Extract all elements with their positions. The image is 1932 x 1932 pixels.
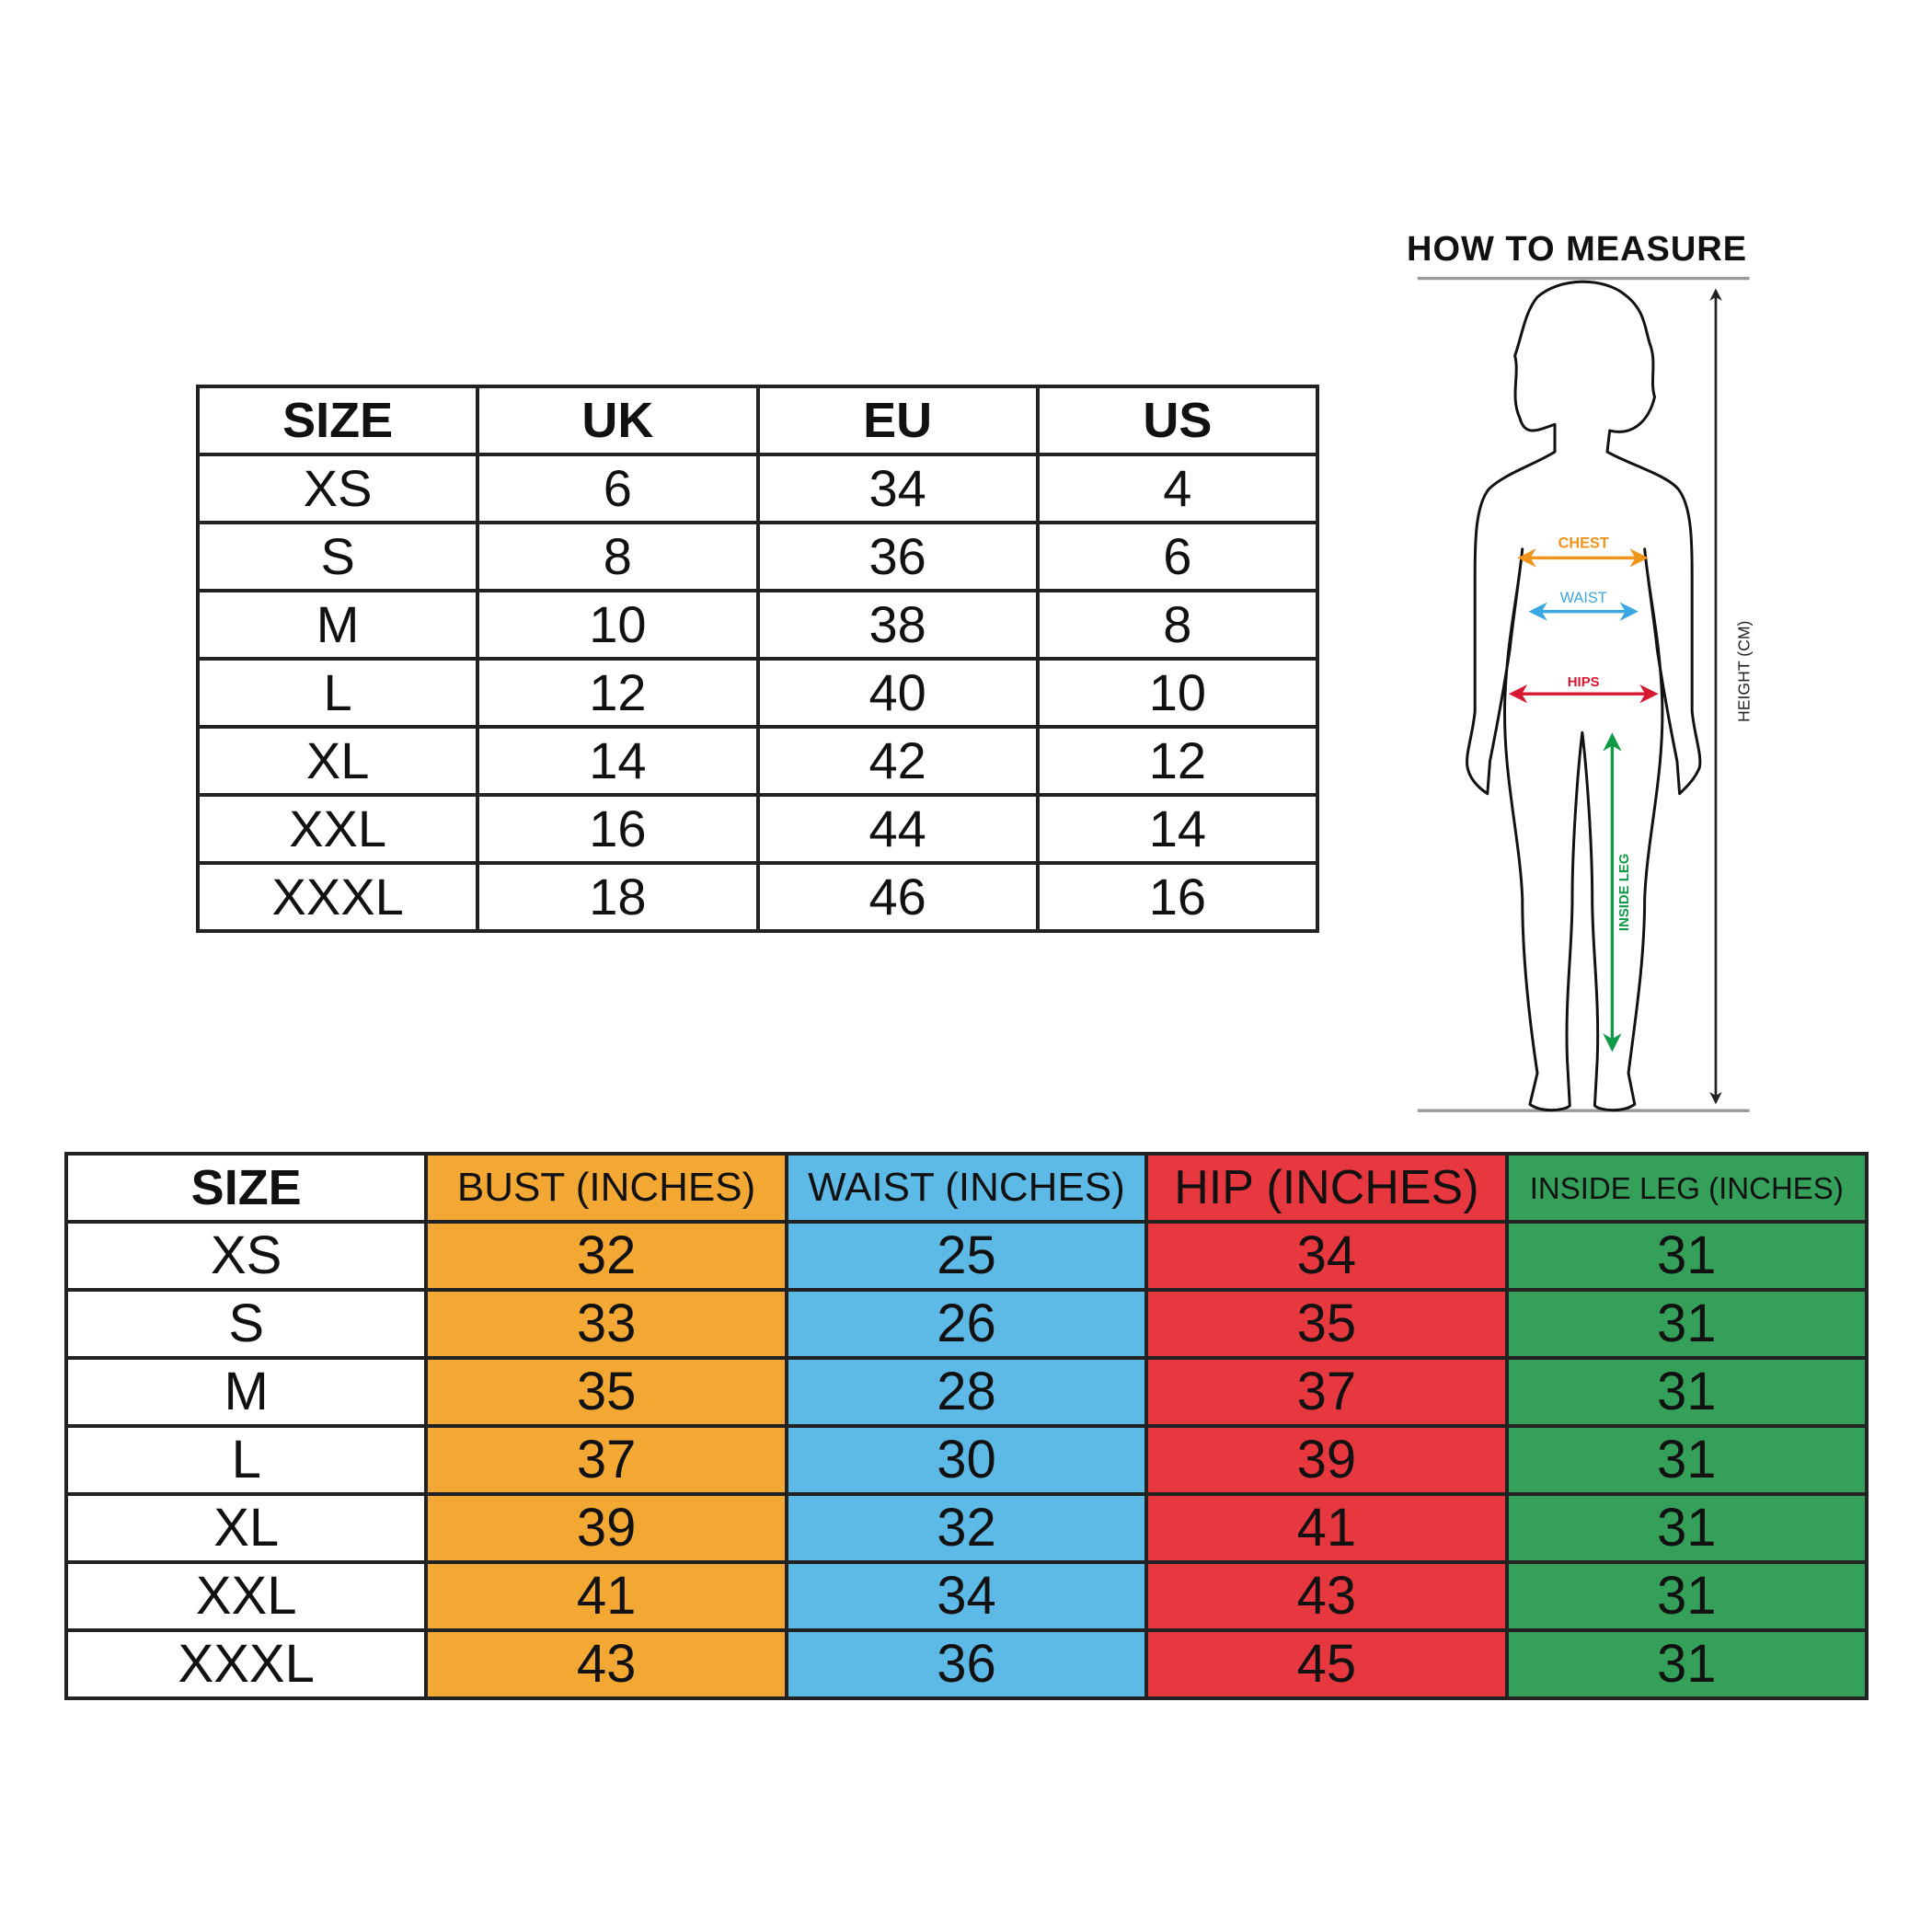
size-cell: XXL [63, 1560, 429, 1632]
table-row: XXXL 43 36 45 31 [63, 1628, 1869, 1700]
value-cell: 40 [755, 657, 1040, 729]
value-cell: 14 [1035, 793, 1320, 865]
table-row: XL 39 32 41 31 [63, 1492, 1869, 1564]
value-cell: 42 [755, 725, 1040, 797]
value-cell: 16 [1035, 861, 1320, 933]
table-row: S 8 36 6 [195, 521, 1320, 592]
value-cell: 31 [1504, 1560, 1869, 1632]
hips-label: HIPS [1568, 675, 1600, 690]
size-cell: XXXL [195, 861, 480, 933]
table-row: M 35 28 37 31 [63, 1356, 1869, 1428]
value-cell: 43 [424, 1628, 788, 1700]
value-cell: 31 [1504, 1288, 1869, 1360]
table-row: XXL 41 34 43 31 [63, 1560, 1869, 1632]
measurements-table: SIZE BUST (INCHES) WAIST (INCHES) HIP (I… [63, 1152, 1869, 1700]
table-row: XXXL 18 46 16 [195, 861, 1320, 933]
value-cell: 39 [1144, 1424, 1509, 1496]
value-cell: 12 [1035, 725, 1320, 797]
header-waist: WAIST (INCHES) [784, 1152, 1149, 1224]
header-size: SIZE [63, 1152, 429, 1224]
value-cell: 10 [1035, 657, 1320, 729]
size-cell: L [63, 1424, 429, 1496]
value-cell: 46 [755, 861, 1040, 933]
header-eu: EU [755, 385, 1040, 456]
value-cell: 31 [1504, 1628, 1869, 1700]
size-cell: XXXL [63, 1628, 429, 1700]
value-cell: 6 [1035, 521, 1320, 592]
value-cell: 36 [784, 1628, 1149, 1700]
value-cell: 45 [1144, 1628, 1509, 1700]
value-cell: 31 [1504, 1492, 1869, 1564]
table-row: XS 6 34 4 [195, 453, 1320, 524]
value-cell: 8 [1035, 589, 1320, 661]
value-cell: 18 [476, 861, 760, 933]
header-inside-leg: INSIDE LEG (INCHES) [1504, 1152, 1869, 1224]
value-cell: 37 [424, 1424, 788, 1496]
size-cell: M [63, 1356, 429, 1428]
table-header-row: SIZE UK EU US [195, 385, 1320, 456]
value-cell: 44 [755, 793, 1040, 865]
value-cell: 41 [1144, 1492, 1509, 1564]
value-cell: 31 [1504, 1356, 1869, 1428]
table-row: XXL 16 44 14 [195, 793, 1320, 865]
value-cell: 37 [1144, 1356, 1509, 1428]
value-cell: 14 [476, 725, 760, 797]
size-cell: XL [195, 725, 480, 797]
value-cell: 36 [755, 521, 1040, 592]
value-cell: 31 [1504, 1220, 1869, 1292]
value-cell: 34 [784, 1560, 1149, 1632]
size-cell: XS [195, 453, 480, 524]
size-cell: M [195, 589, 480, 661]
header-us: US [1035, 385, 1320, 456]
value-cell: 32 [424, 1220, 788, 1292]
value-cell: 25 [784, 1220, 1149, 1292]
value-cell: 4 [1035, 453, 1320, 524]
header-hip: HIP (INCHES) [1144, 1152, 1509, 1224]
table-row: XL 14 42 12 [195, 725, 1320, 797]
size-conversion-table: SIZE UK EU US XS 6 34 4 S 8 36 6 M 10 38 8 L 12 40 10 XL… [195, 385, 1320, 933]
size-cell: L [195, 657, 480, 729]
header-uk: UK [476, 385, 760, 456]
table-row: S 33 26 35 31 [63, 1288, 1869, 1360]
how-to-measure-title: HOW TO MEASURE [1407, 230, 1748, 269]
size-cell: S [63, 1288, 429, 1360]
value-cell: 39 [424, 1492, 788, 1564]
value-cell: 35 [424, 1356, 788, 1428]
value-cell: 28 [784, 1356, 1149, 1428]
value-cell: 8 [476, 521, 760, 592]
value-cell: 41 [424, 1560, 788, 1632]
value-cell: 34 [755, 453, 1040, 524]
value-cell: 30 [784, 1424, 1149, 1496]
size-cell: S [195, 521, 480, 592]
value-cell: 12 [476, 657, 760, 729]
value-cell: 32 [784, 1492, 1149, 1564]
height-label: HEIGHT (CM) [1735, 621, 1754, 722]
table-row: XS 32 25 34 31 [63, 1220, 1869, 1292]
size-cell: XS [63, 1220, 429, 1292]
size-cell: XXL [195, 793, 480, 865]
table-row: L 12 40 10 [195, 657, 1320, 729]
header-bust: BUST (INCHES) [424, 1152, 788, 1224]
body-outline [1466, 280, 1702, 1112]
value-cell: 38 [755, 589, 1040, 661]
header-size: SIZE [195, 385, 480, 456]
table-header-row: SIZE BUST (INCHES) WAIST (INCHES) HIP (I… [63, 1152, 1869, 1224]
waist-label: WAIST [1560, 590, 1607, 606]
size-cell: XL [63, 1492, 429, 1564]
value-cell: 43 [1144, 1560, 1509, 1632]
value-cell: 26 [784, 1288, 1149, 1360]
value-cell: 10 [476, 589, 760, 661]
value-cell: 6 [476, 453, 760, 524]
chest-label: CHEST [1558, 535, 1609, 552]
value-cell: 31 [1504, 1424, 1869, 1496]
inside-leg-label: INSIDE LEG [1617, 854, 1632, 931]
value-cell: 16 [476, 793, 760, 865]
table-row: M 10 38 8 [195, 589, 1320, 661]
body-measurement-figure: HEIGHT (CM) CHEST WAIST HIPS INSIDE LEG [1417, 276, 1754, 1112]
value-cell: 34 [1144, 1220, 1509, 1292]
table-row: L 37 30 39 31 [63, 1424, 1869, 1496]
value-cell: 35 [1144, 1288, 1509, 1360]
value-cell: 33 [424, 1288, 788, 1360]
